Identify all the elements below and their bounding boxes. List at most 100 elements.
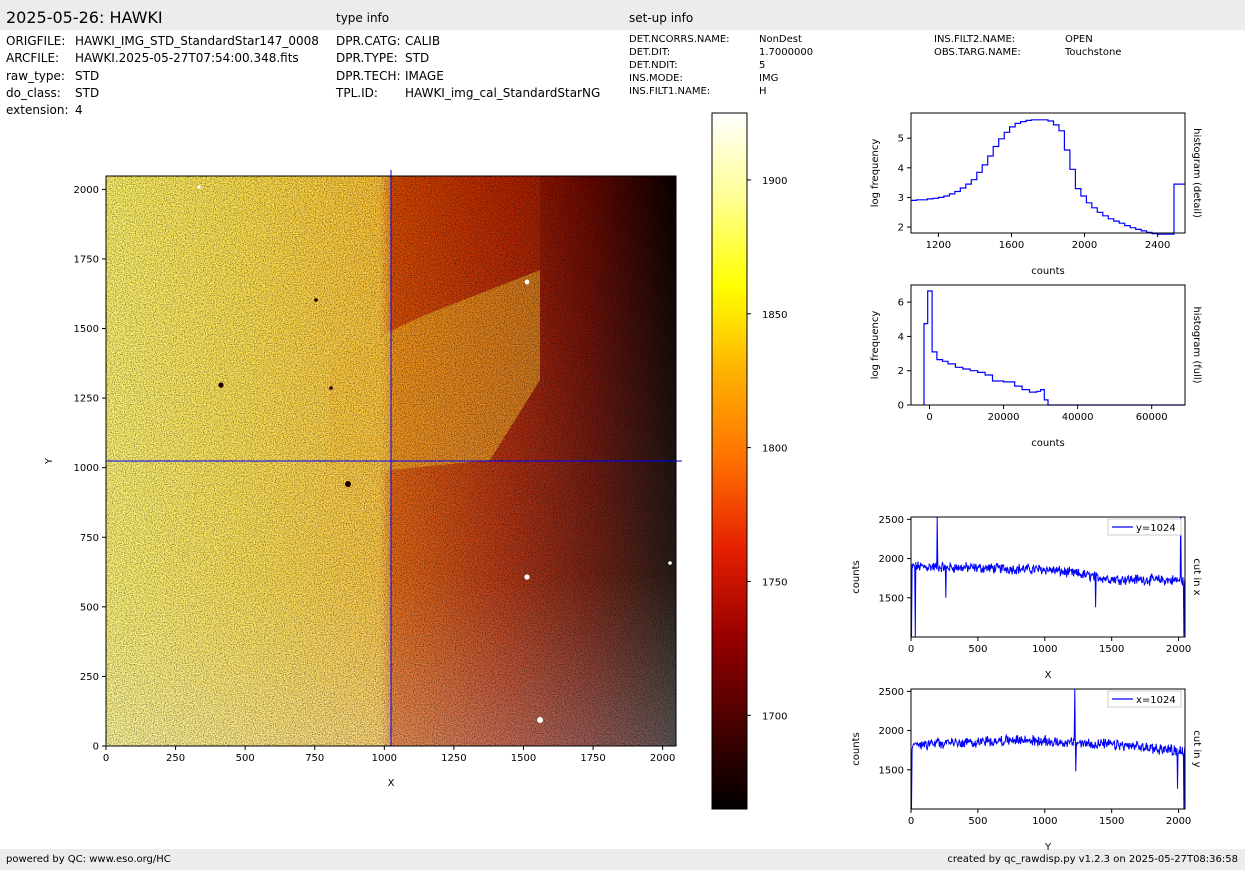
histogram-detail-y-tick-label: 2 [898, 223, 904, 234]
cut-y-series [910, 688, 1186, 810]
histogram-full-y-tick-label: 0 [898, 401, 904, 412]
file-info-key: raw_type: [6, 69, 65, 83]
cut-x-axes: 0 500 1000 1500 2000 1500 2000 2500 [879, 515, 1192, 655]
cut-x-panel: 0 500 1000 1500 2000 1500 2000 2500 y=1024 X co… [851, 515, 1202, 681]
cut-y-axes: 0 500 1000 1500 2000 1500 2000 2500 [879, 687, 1192, 827]
file-info-value: 4 [75, 103, 83, 117]
cut-x-x-tick-label: 1000 [1032, 644, 1057, 655]
histogram-full-panel: 0 20000 40000 60000 0 2 4 6 counts log frequenc… [870, 284, 1202, 449]
histogram-detail-frame [910, 112, 1186, 234]
colorbar-tick-label: 1850 [762, 310, 787, 321]
cut-x-y-tick-label: 2500 [879, 515, 904, 526]
cut-y-y-tick-label: 1500 [879, 765, 904, 776]
image-star [197, 185, 201, 189]
setup-info-key: INS.FILT1.NAME: [629, 86, 711, 97]
setup-info-key: INS.FILT2.NAME: [934, 34, 1016, 45]
image-frame [105, 175, 677, 747]
colorbar-tick-label: 1800 [762, 444, 787, 455]
image-x-tick-label: 2000 [650, 753, 675, 764]
histogram-detail-axes: 1200 1600 2000 2400 2 3 4 5 [898, 134, 1171, 251]
cut-x-title: cut in x [1191, 558, 1202, 595]
histogram-detail-x-label: counts [1031, 266, 1064, 277]
image-star [537, 717, 543, 723]
type-info-key: TPL.ID: [336, 86, 378, 100]
setup-info-key: DET.DIT: [629, 47, 671, 58]
cut-x-y-tick-label: 2000 [879, 554, 904, 565]
cut-y-x-label: Y [1044, 842, 1052, 853]
setup-info-value: OPEN [1065, 34, 1093, 45]
image-star [524, 574, 530, 580]
image-y-tick-label: 1750 [74, 254, 99, 265]
cut-y-y-tick-label: 2000 [879, 726, 904, 737]
setup-info-heading: set-up info [629, 11, 694, 25]
image-x-tick-label: 1750 [580, 753, 605, 764]
image-y-tick-label: 0 [93, 742, 99, 753]
cut-y-legend-label: x=1024 [1136, 695, 1176, 706]
cut-x-legend-label: y=1024 [1136, 523, 1176, 534]
setup-info-value: Touchstone [1065, 47, 1122, 58]
image-y-tick-label: 1250 [74, 394, 99, 405]
image-x-tick-label: 1000 [372, 753, 397, 764]
image-y-tick-label: 250 [80, 672, 99, 683]
cut-x-x-tick-label: 2000 [1166, 644, 1191, 655]
cut-x-x-tick-label: 500 [968, 644, 987, 655]
cut-y-legend: x=1024 [1107, 690, 1182, 708]
colorbar-tick-label: 1900 [762, 176, 787, 187]
histogram-full-x-label: counts [1031, 438, 1064, 449]
image-x-tick-label: 0 [103, 753, 109, 764]
colorbar: 1700 1750 1800 1850 1900 [711, 112, 787, 810]
histogram-detail-y-tick-label: 5 [898, 134, 904, 145]
cut-y-x-tick-label: 500 [968, 816, 987, 827]
cut-x-series [910, 516, 1186, 638]
colorbar-tick-label: 1700 [762, 711, 787, 722]
type-info-value: CALIB [405, 34, 441, 48]
type-info-key: DPR.CATG: [336, 34, 401, 48]
image-spot [345, 481, 351, 487]
histogram-detail-series [911, 119, 1185, 235]
image-x-tick-label: 500 [236, 753, 255, 764]
file-info-value: HAWKI.2025-05-27T07:54:00.348.fits [75, 51, 299, 65]
colorbar-gradient [712, 113, 747, 809]
type-info-key: DPR.TYPE: [336, 51, 398, 65]
histogram-full-x-tick-label: 60000 [1136, 412, 1168, 423]
image-y-tick-label: 500 [80, 602, 99, 613]
histogram-full-y-tick-label: 4 [898, 332, 904, 343]
file-info-key: extension: [6, 103, 69, 117]
footer-band [0, 849, 1245, 870]
footer-left: powered by QC: www.eso.org/HC [6, 854, 171, 865]
type-info-value: STD [405, 51, 430, 65]
histogram-full-y-tick-label: 2 [898, 366, 904, 377]
file-info-key: ORIGFILE: [6, 34, 66, 48]
histogram-detail-y-tick-label: 4 [898, 163, 904, 174]
type-info-key: DPR.TECH: [336, 69, 401, 83]
cut-x-x-tick-label: 0 [908, 644, 914, 655]
footer-right: created by qc_rawdisp.py v1.2.3 on 2025-… [947, 854, 1238, 865]
setup-info-key: DET.NDIT: [629, 60, 678, 71]
histogram-detail-x-tick-label: 1200 [926, 240, 951, 251]
setup-info-key: INS.MODE: [629, 73, 683, 84]
file-info-value: STD [75, 69, 100, 83]
header-band [0, 0, 1245, 30]
histogram-full-x-tick-label: 40000 [1062, 412, 1094, 423]
setup-info-value: H [759, 86, 767, 97]
image-star [668, 561, 672, 565]
type-info-value: IMAGE [405, 69, 444, 83]
image-star [524, 279, 530, 285]
page-title: 2025-05-26: HAWKI [6, 8, 163, 27]
cut-y-title: cut in y [1191, 730, 1202, 767]
image-axes: 0 250 500 750 1000 1250 1500 1750 2000 0 250 500 750… [74, 185, 676, 764]
colorbar-frame [711, 112, 748, 810]
histogram-full-axes: 0 20000 40000 60000 0 2 4 6 [898, 298, 1168, 423]
setup-info-key: DET.NCORRS.NAME: [629, 34, 730, 45]
image-x-tick-label: 1250 [441, 753, 466, 764]
cut-y-frame [910, 688, 1186, 810]
cut-y-x-tick-label: 1500 [1099, 816, 1124, 827]
histogram-full-x-tick-label: 0 [926, 412, 932, 423]
type-info-value: HAWKI_img_cal_StandardStarNG [405, 86, 601, 100]
image-y-tick-label: 1500 [74, 324, 99, 335]
cut-x-y-label: counts [851, 560, 862, 593]
cut-y-x-tick-label: 1000 [1032, 816, 1057, 827]
histogram-detail-x-tick-label: 1600 [999, 240, 1024, 251]
cut-x-legend-box [1107, 518, 1182, 536]
